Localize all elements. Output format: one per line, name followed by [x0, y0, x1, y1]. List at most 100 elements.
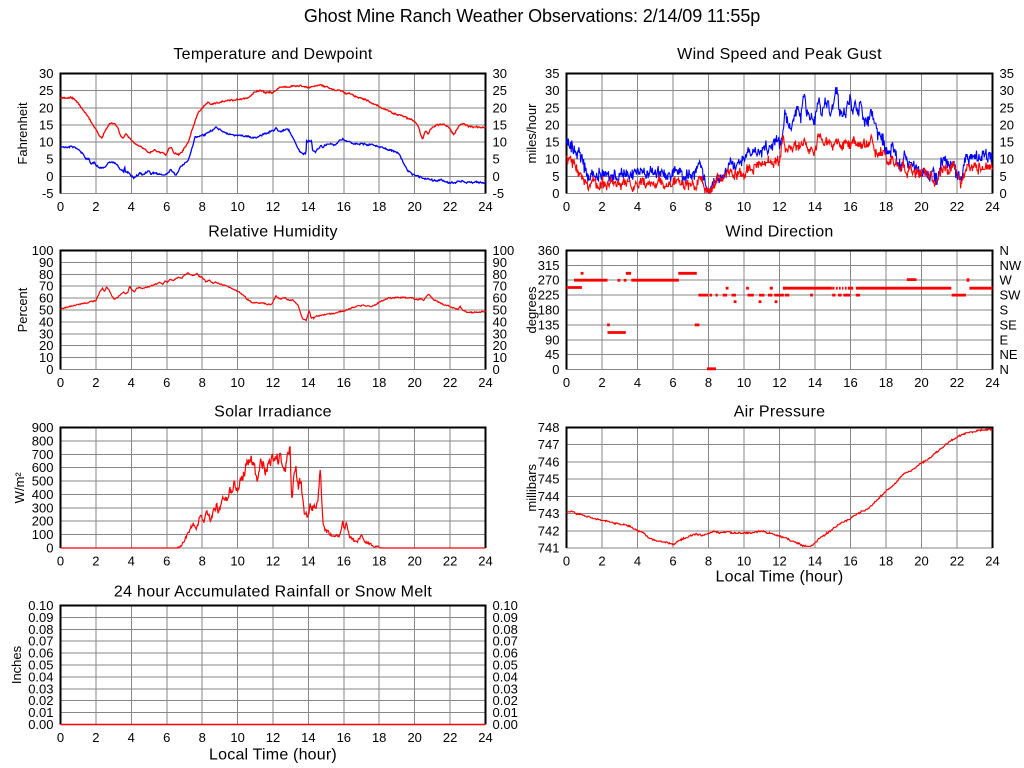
svg-text:SW: SW: [1000, 288, 1022, 303]
svg-text:24: 24: [478, 375, 492, 390]
svg-text:800: 800: [32, 434, 54, 449]
svg-text:15: 15: [545, 135, 559, 150]
svg-text:300: 300: [32, 501, 54, 516]
svg-text:W/m²: W/m²: [12, 472, 27, 504]
svg-text:20: 20: [545, 118, 559, 133]
svg-text:14: 14: [301, 730, 315, 745]
svg-text:10: 10: [39, 350, 53, 365]
svg-text:0.01: 0.01: [493, 705, 518, 720]
svg-text:15: 15: [1000, 135, 1014, 150]
svg-text:16: 16: [337, 375, 351, 390]
svg-text:12: 12: [266, 375, 280, 390]
svg-text:80: 80: [39, 267, 53, 282]
svg-text:20: 20: [1000, 118, 1014, 133]
svg-text:30: 30: [493, 66, 507, 81]
svg-text:18: 18: [372, 199, 386, 214]
svg-text:60: 60: [39, 291, 53, 306]
svg-text:0: 0: [57, 199, 64, 214]
svg-text:18: 18: [372, 375, 386, 390]
svg-text:748: 748: [538, 420, 560, 435]
svg-text:0.09: 0.09: [28, 610, 53, 625]
svg-text:2: 2: [92, 375, 99, 390]
svg-text:20: 20: [407, 553, 421, 568]
svg-text:NE: NE: [1000, 347, 1018, 362]
svg-text:0.01: 0.01: [28, 705, 53, 720]
svg-text:5: 5: [46, 152, 53, 167]
svg-text:50: 50: [493, 303, 507, 318]
svg-text:-5: -5: [42, 186, 54, 201]
svg-text:0.05: 0.05: [28, 658, 53, 673]
svg-text:14: 14: [301, 553, 315, 568]
svg-text:0.09: 0.09: [493, 610, 518, 625]
svg-text:Fahrenheit: Fahrenheit: [15, 102, 30, 165]
svg-text:743: 743: [538, 506, 560, 521]
svg-text:N: N: [1000, 362, 1009, 377]
svg-text:20: 20: [407, 730, 421, 745]
svg-text:6: 6: [163, 375, 170, 390]
svg-text:10: 10: [737, 375, 751, 390]
svg-text:16: 16: [843, 375, 857, 390]
svg-text:20: 20: [914, 375, 928, 390]
svg-text:0.03: 0.03: [28, 682, 53, 697]
svg-text:Solar Irradiance: Solar Irradiance: [214, 404, 332, 421]
svg-text:4: 4: [128, 553, 135, 568]
svg-text:100: 100: [493, 243, 515, 258]
svg-text:Percent: Percent: [15, 287, 30, 332]
svg-text:22: 22: [443, 375, 457, 390]
svg-text:NW: NW: [1000, 258, 1022, 273]
svg-text:22: 22: [950, 199, 964, 214]
svg-text:20: 20: [39, 101, 53, 116]
svg-text:8: 8: [199, 730, 206, 745]
svg-text:0.04: 0.04: [28, 670, 53, 685]
svg-text:745: 745: [538, 472, 560, 487]
svg-text:40: 40: [39, 315, 53, 330]
svg-text:0: 0: [563, 199, 570, 214]
svg-text:10: 10: [737, 199, 751, 214]
svg-text:700: 700: [32, 447, 54, 462]
svg-text:900: 900: [32, 420, 54, 435]
svg-text:20: 20: [914, 199, 928, 214]
svg-text:25: 25: [1000, 101, 1014, 116]
svg-text:Wind Speed and Peak Gust: Wind Speed and Peak Gust: [677, 46, 882, 63]
svg-text:0.08: 0.08: [28, 622, 53, 637]
svg-text:20: 20: [407, 199, 421, 214]
svg-text:Wind Direction: Wind Direction: [725, 224, 833, 241]
svg-text:45: 45: [545, 347, 559, 362]
svg-text:22: 22: [950, 375, 964, 390]
svg-text:0.10: 0.10: [28, 598, 53, 613]
svg-text:Inches: Inches: [9, 645, 24, 684]
svg-text:14: 14: [301, 199, 315, 214]
svg-text:0.07: 0.07: [28, 634, 53, 649]
svg-text:0.06: 0.06: [493, 646, 518, 661]
svg-text:741: 741: [538, 541, 560, 556]
svg-text:Local Time (hour): Local Time (hour): [716, 569, 844, 586]
svg-text:15: 15: [39, 118, 53, 133]
svg-text:200: 200: [32, 514, 54, 529]
svg-text:25: 25: [39, 83, 53, 98]
svg-text:0.10: 0.10: [493, 598, 518, 613]
svg-text:12: 12: [772, 553, 786, 568]
svg-text:18: 18: [372, 553, 386, 568]
svg-text:70: 70: [493, 279, 507, 294]
svg-text:S: S: [1000, 303, 1009, 318]
svg-text:0: 0: [57, 730, 64, 745]
svg-text:6: 6: [669, 199, 676, 214]
svg-text:10: 10: [493, 350, 507, 365]
svg-text:4: 4: [128, 375, 135, 390]
svg-text:0: 0: [552, 186, 559, 201]
svg-text:8: 8: [199, 199, 206, 214]
svg-text:millibars: millibars: [524, 463, 539, 511]
svg-text:360: 360: [538, 243, 560, 258]
svg-text:10: 10: [545, 152, 559, 167]
svg-text:40: 40: [493, 315, 507, 330]
svg-text:2: 2: [92, 730, 99, 745]
svg-text:2: 2: [598, 199, 605, 214]
svg-text:12: 12: [266, 199, 280, 214]
svg-text:0: 0: [57, 375, 64, 390]
svg-text:0.05: 0.05: [493, 658, 518, 673]
svg-text:8: 8: [705, 375, 712, 390]
svg-text:2: 2: [92, 553, 99, 568]
svg-text:16: 16: [843, 199, 857, 214]
svg-text:Relative Humidity: Relative Humidity: [208, 224, 338, 241]
svg-text:10: 10: [230, 375, 244, 390]
